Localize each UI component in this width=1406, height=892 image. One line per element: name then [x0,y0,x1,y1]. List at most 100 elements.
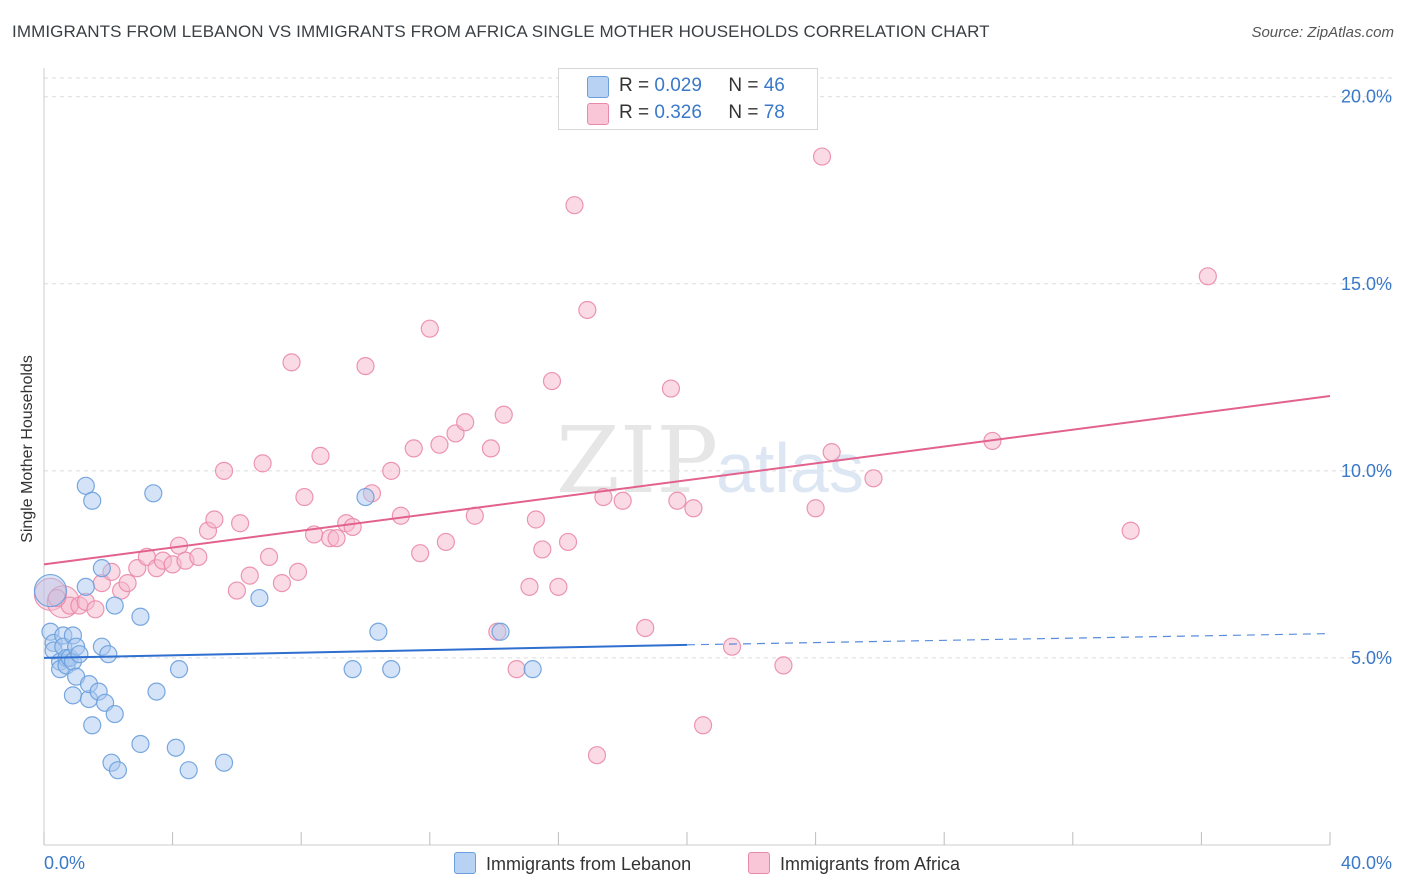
point-africa [382,461,401,480]
point-lebanon [343,660,362,679]
point-lebanon [523,660,542,679]
point-africa [327,529,346,548]
point-africa [636,618,655,638]
point-lebanon [63,686,83,705]
point-africa [822,443,841,462]
watermark-zip: ZIP [556,407,718,514]
x-tick-label-min: 0.0% [44,853,85,873]
point-lebanon [70,645,89,664]
point-africa [227,581,246,600]
point-africa [205,510,224,529]
point-africa [533,540,552,559]
point-lebanon [105,704,124,724]
point-africa [465,506,484,525]
y-tick-label: 10.0% [1341,461,1392,481]
legend-label-lebanon: Immigrants from Lebanon [486,854,692,874]
point-lebanon [491,622,510,641]
point-africa [420,319,439,338]
point-africa [436,532,455,552]
point-africa [272,573,292,593]
point-africa [549,577,568,596]
point-africa [86,600,105,619]
point-lebanon [83,491,102,510]
point-africa [456,413,475,432]
point-lebanon [105,596,124,615]
point-africa [542,371,562,391]
point-lebanon [250,588,269,608]
data-points [33,147,1217,780]
point-africa [259,547,279,567]
point-africa [594,487,613,507]
trend-line-africa [43,395,1331,566]
point-africa [411,544,430,563]
point-lebanon [369,622,388,641]
point-africa [587,746,607,765]
n-value-lebanon: 46 [763,75,785,96]
point-africa [231,514,250,533]
point-africa [806,499,825,518]
chart-title: IMMIGRANTS FROM LEBANON VS IMMIGRANTS FR… [12,22,990,41]
point-africa [661,379,681,398]
trend-lines [43,395,1331,659]
r-value-lebanon: 0.029 [654,75,702,96]
y-tick-label: 5.0% [1351,648,1392,668]
point-africa [282,353,301,372]
n-value-africa: 78 [763,102,785,123]
point-lebanon [131,734,150,754]
point-lebanon [356,487,375,507]
lebanon-swatch [454,852,476,874]
point-lebanon [144,484,163,503]
point-lebanon [179,761,198,780]
point-lebanon [92,559,111,578]
point-lebanon [99,645,118,664]
trend-line-lebanon [43,643,688,659]
y-axis-label: Single Mother Households [19,355,36,543]
n-label: N = [728,102,759,123]
point-africa [391,506,410,525]
point-africa [288,562,308,581]
point-africa [1198,267,1217,286]
r-value-africa: 0.326 [654,102,702,123]
point-africa [214,461,234,480]
lebanon-swatch [587,76,609,98]
point-africa [311,446,330,465]
watermark-atlas: atlas [716,429,864,507]
axes [43,68,1331,846]
point-africa [774,656,793,675]
point-lebanon [131,607,150,626]
point-lebanon [33,573,68,608]
point-africa [240,566,259,585]
point-africa [507,660,526,679]
point-lebanon [382,660,401,679]
point-africa [812,147,832,166]
point-africa [613,491,632,510]
point-africa [526,510,545,529]
y-tick-label: 20.0% [1341,87,1392,107]
point-africa [253,454,272,473]
point-africa [578,300,597,320]
legend-item-africa: Immigrants from Africa [748,852,960,875]
tick-labels: 5.0% 10.0% 15.0% 20.0% 0.0% 40.0% [44,87,1392,873]
point-africa [404,439,423,458]
r-label: R = [619,75,650,96]
point-africa [481,439,500,458]
point-africa [494,405,513,424]
watermark: ZIP atlas [556,407,864,514]
point-lebanon [166,738,185,757]
legend-item-lebanon: Immigrants from Lebanon [454,852,691,875]
point-lebanon [169,660,189,679]
point-africa [722,637,742,656]
point-africa [864,469,883,488]
trend-line-lebanon-dashed [686,633,1331,646]
source-label: Source: ZipAtlas.com [1251,24,1394,41]
point-africa [118,573,137,593]
point-africa [343,517,362,537]
point-lebanon [214,753,234,772]
point-africa [520,577,539,596]
correlation-legend: R = 0.029 N = 46 R = 0.326 N = 78 [558,68,818,130]
point-africa [558,532,578,552]
point-africa [356,356,375,376]
africa-swatch [587,103,609,125]
point-africa [295,487,314,507]
